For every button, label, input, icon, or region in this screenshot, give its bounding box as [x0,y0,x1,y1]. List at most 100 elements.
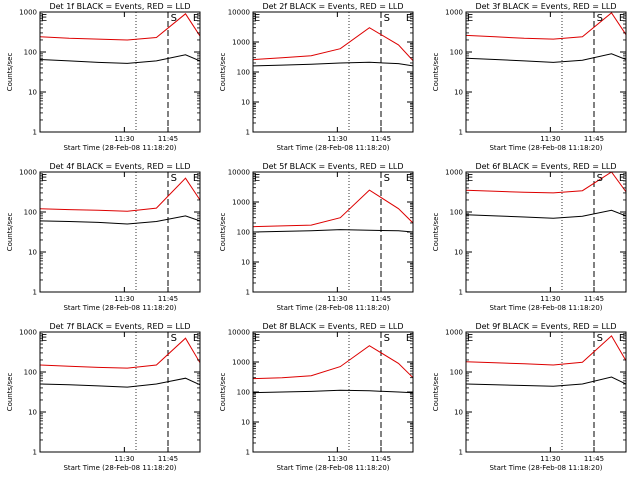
event-marker-e: E [619,173,625,184]
x-tick-label: 11:30 [327,295,347,303]
plot-area [466,12,626,132]
y-axis-label: Counts/sec [219,53,227,92]
detector-chart-svg: Det 9f BLACK = Events, RED = LLD 1 10 100 10… [432,322,627,472]
x-axis-label: Start Time (28-Feb-08 11:18:20) [276,304,389,312]
event-marker-s: S [597,13,603,24]
detector-panel-6: Det 6f BLACK = Events, RED = LLD 1 10 100 10… [426,160,639,320]
plot-area [466,172,626,292]
x-axis-label: Start Time (28-Feb-08 11:18:20) [489,464,602,472]
series-line-lld [466,172,626,194]
chart-title: Det 9f BLACK = Events, RED = LLD [475,322,616,331]
plot-area [466,332,626,452]
x-tick-label: 11:45 [158,455,178,463]
plot-frame [39,171,201,293]
plot-frame [252,11,414,133]
series-line-events [466,376,626,387]
series-line-lld [253,345,413,380]
x-axis-label: Start Time (28-Feb-08 11:18:20) [489,144,602,152]
x-axis-label: Start Time (28-Feb-08 11:18:20) [276,144,389,152]
y-tick-label: 10 [28,409,37,417]
y-tick-label: 1000 [19,329,37,337]
series-line-lld [40,13,200,41]
series-line-events [253,389,413,394]
x-tick-label: 11:30 [327,135,347,143]
x-axis-label: Start Time (28-Feb-08 11:18:20) [63,304,176,312]
chart-title: Det 2f BLACK = Events, RED = LLD [262,2,403,11]
plot-area [253,172,413,292]
y-tick-label: 1000 [19,169,37,177]
y-tick-label: 10 [241,99,250,107]
event-marker-e: E [41,333,47,344]
detector-panel-4: Det 4f BLACK = Events, RED = LLD 1 10 100 10… [0,160,213,320]
y-axis-label: Counts/sec [6,213,14,252]
series-line-lld [253,27,413,61]
series-line-events [466,53,626,63]
y-tick-label: 1 [33,289,37,297]
x-axis-label: Start Time (28-Feb-08 11:18:20) [276,464,389,472]
x-tick-label: 11:30 [114,295,134,303]
detector-panel-8: Det 8f BLACK = Events, RED = LLD 1 10 100 10… [213,320,426,480]
series-line-events [40,377,200,388]
y-tick-label: 1000 [232,39,250,47]
x-tick-label: 11:30 [540,135,560,143]
x-axis-label: Start Time (28-Feb-08 11:18:20) [63,144,176,152]
chart-title: Det 8f BLACK = Events, RED = LLD [262,322,403,331]
event-marker-e: E [254,333,260,344]
y-tick-label: 10 [28,249,37,257]
event-marker-e: E [193,333,199,344]
plot-area [40,12,200,132]
y-tick-label: 10 [454,409,463,417]
series-line-lld [466,335,626,366]
x-tick-label: 11:45 [371,135,391,143]
detector-chart-svg: Det 4f BLACK = Events, RED = LLD 1 10 100 10… [6,162,201,312]
y-tick-label: 100 [450,209,463,217]
y-tick-label: 10 [28,89,37,97]
event-marker-s: S [384,13,390,24]
y-tick-label: 10 [454,249,463,257]
y-tick-label: 100 [237,69,250,77]
x-axis-label: Start Time (28-Feb-08 11:18:20) [489,304,602,312]
event-marker-e: E [406,173,412,184]
y-tick-label: 10000 [228,9,250,17]
y-axis-label: Counts/sec [432,213,440,252]
event-marker-e: E [193,13,199,24]
y-tick-label: 1 [459,449,463,457]
y-tick-label: 1 [33,129,37,137]
plot-frame [465,171,627,293]
x-tick-label: 11:45 [584,295,604,303]
y-tick-label: 1000 [445,329,463,337]
event-marker-s: S [171,13,177,24]
y-tick-label: 100 [450,369,463,377]
event-marker-e: E [619,13,625,24]
chart-title: Det 1f BLACK = Events, RED = LLD [49,2,190,11]
plot-area [253,12,413,132]
x-tick-label: 11:45 [371,455,391,463]
series-line-lld [253,189,413,228]
event-marker-s: S [597,173,603,184]
y-tick-label: 10 [241,419,250,427]
chart-title: Det 3f BLACK = Events, RED = LLD [475,2,616,11]
series-line-events [40,215,200,225]
detector-panel-1: Det 1f BLACK = Events, RED = LLD 1 10 100 10… [0,0,213,160]
y-tick-label: 100 [24,369,37,377]
detector-chart-svg: Det 6f BLACK = Events, RED = LLD 1 10 100 10… [432,162,627,312]
series-line-lld [466,12,626,40]
y-axis-label: Counts/sec [432,53,440,92]
y-tick-label: 10 [241,259,250,267]
y-tick-label: 1 [246,129,250,137]
event-marker-s: S [171,173,177,184]
detector-chart-svg: Det 1f BLACK = Events, RED = LLD 1 10 100 10… [6,2,201,152]
x-tick-label: 11:30 [114,455,134,463]
plot-area [253,332,413,452]
series-line-events [253,229,413,233]
plot-frame [465,331,627,453]
series-line-events [40,54,200,64]
series-line-events [253,61,413,67]
y-tick-label: 1000 [232,359,250,367]
detector-chart-svg: Det 2f BLACK = Events, RED = LLD 1 10 100 10… [219,2,414,152]
x-tick-label: 11:45 [158,135,178,143]
event-marker-e: E [41,13,47,24]
y-tick-label: 10000 [228,169,250,177]
detector-panel-2: Det 2f BLACK = Events, RED = LLD 1 10 100 10… [213,0,426,160]
